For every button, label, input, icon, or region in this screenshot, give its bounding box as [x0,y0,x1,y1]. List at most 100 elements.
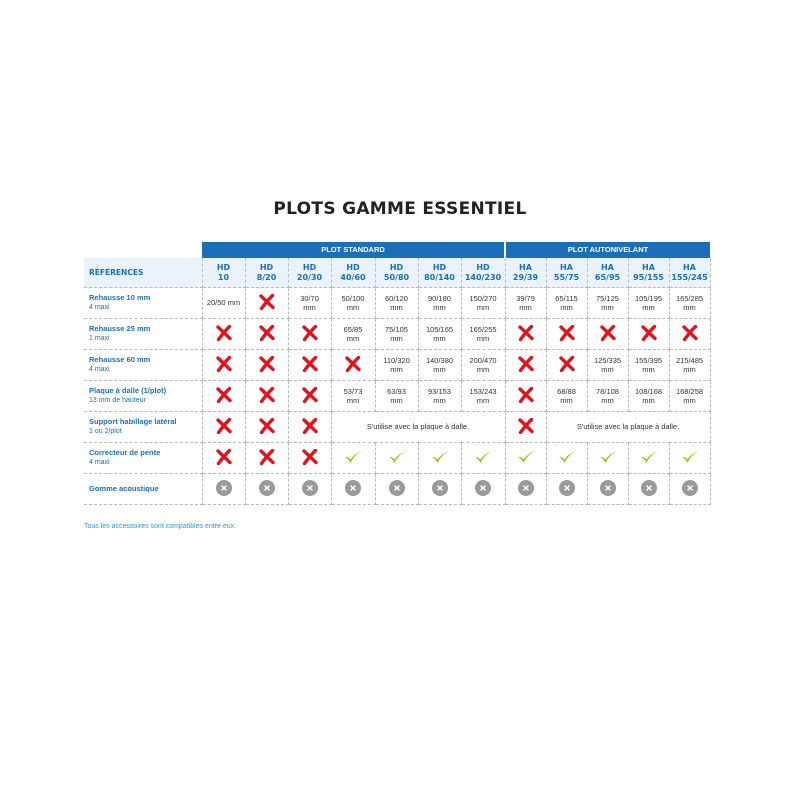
cross-icon [558,355,575,374]
column-series: HD [346,262,360,272]
value-cell: 39/79 mm [505,287,547,319]
row-title: Gomme acoustique [89,484,159,494]
cell-unit: mm [433,365,446,374]
cell-unit: mm [683,365,696,374]
column-size: 140/230 [464,272,502,282]
column-size: 155/245 [671,272,708,282]
cell-value: 105/165 [425,324,454,334]
row-subtitle: 1 ou 2/plot [89,428,122,436]
icon-cell [245,411,289,443]
icon-cell [546,318,588,350]
icon-cell [669,442,711,474]
row-title: Rehausse 10 mm [89,292,151,302]
icon-cell [669,473,711,505]
icon-cell [245,473,289,505]
row-label: Correcteur de pente 4 maxi [84,442,203,474]
icon-cell [461,473,506,505]
cross-icon [215,417,232,436]
cell-unit: mm [390,303,403,312]
icon-cell [375,473,419,505]
cell-value: S'utilise avec la plaque à dalle. [366,422,470,432]
cell-value: 20/50 mm [206,298,241,308]
column-size: 29/39 [512,272,539,282]
column-size: 10 [217,272,230,282]
icon-cell [669,318,711,350]
check-icon [516,449,536,467]
row-subtitle: 13 mm de hauteur [89,397,146,405]
value-cell: 75/125 mm [587,287,629,319]
cross-icon [345,355,361,374]
column-header: HA 95/155 [628,258,670,288]
grey-x-icon [215,479,232,498]
cross-icon [640,324,657,343]
row-title: Rehausse 60 mm [89,354,151,364]
table-row: Rehausse 10 mm 4 maxi 20/50 mm 30/70 mm 50/10… [84,287,711,319]
row-title: Plaque à dalle (1/plot) [89,385,167,395]
cell-value: 168/258 [675,386,704,396]
icon-cell [202,380,246,412]
grey-x-icon [681,479,698,498]
check-icon [557,449,577,467]
cell-value: 39/79 [516,293,535,303]
cell-unit: mm [346,396,360,405]
icon-cell [202,473,246,505]
cell-unit: mm [642,365,655,374]
column-header: HD 8/20 [245,258,289,288]
icon-cell [288,473,332,505]
cell-unit: mm [346,303,360,312]
icon-cell [505,380,547,412]
icon-cell [331,442,376,474]
row-label: Rehausse 60 mm 4 maxi [84,349,203,381]
header-empty [84,242,202,258]
icon-cell [505,318,547,350]
group-header: PLOT AUTONIVELANT [504,242,710,258]
value-cell: 155/395 mm [628,349,670,381]
cell-value: 153/243 [469,386,497,396]
cross-icon [215,324,232,343]
cell-value: 140/380 [425,355,454,365]
row-subtitle: 4 maxi [89,366,110,374]
column-series: HA [560,262,573,272]
column-header: HA 29/39 [505,258,547,288]
cell-value: 215/485 [675,355,704,365]
value-cell: 140/380 mm [418,349,462,381]
cell-value: 165/285 [675,293,704,303]
cross-icon [215,355,232,374]
column-header: HD 140/230 [461,258,506,288]
icon-cell [245,442,289,474]
cross-icon [301,324,318,343]
cross-icon [517,417,534,436]
value-cell: 75/105 mm [375,318,419,350]
grey-x-icon [558,479,575,498]
icon-cell [505,349,547,381]
value-cell: 90/180 mm [418,287,462,319]
table-row: Rehausse 25 mm 1 maxi 65/85 mm 75/105 mm 105/1… [84,318,711,350]
check-icon [639,449,659,467]
cross-icon [258,355,275,374]
icon-cell [418,473,462,505]
icon-cell [587,318,629,350]
cell-value: 63/93 [387,386,406,396]
icon-cell [202,411,246,443]
grey-x-icon [388,479,405,498]
value-cell: 53/73 mm [331,380,376,412]
icon-cell [587,473,629,505]
cell-value: 75/105 [385,324,408,334]
icon-cell [628,318,670,350]
value-cell: S'utilise avec la plaque à dalle. [546,411,711,443]
column-header: HD 20/30 [288,258,332,288]
column-size: 80/140 [424,272,455,282]
column-header: HA 55/75 [546,258,588,288]
cell-unit: mm [642,303,655,312]
row-label: Gomme acoustique [84,473,203,505]
cell-unit: mm [303,303,316,312]
cross-icon [258,293,275,312]
column-header: HD 50/80 [375,258,419,288]
grey-x-icon [431,479,448,498]
table-row: Rehausse 60 mm 4 maxi 110/320 mm 140/380 mm 20… [84,349,711,381]
cell-unit: mm [433,396,446,405]
value-cell: 93/153 mm [418,380,462,412]
icon-cell [245,380,289,412]
row-label: Plaque à dalle (1/plot) 13 mm de hauteur [84,380,203,412]
cell-value: 155/395 [634,355,663,365]
